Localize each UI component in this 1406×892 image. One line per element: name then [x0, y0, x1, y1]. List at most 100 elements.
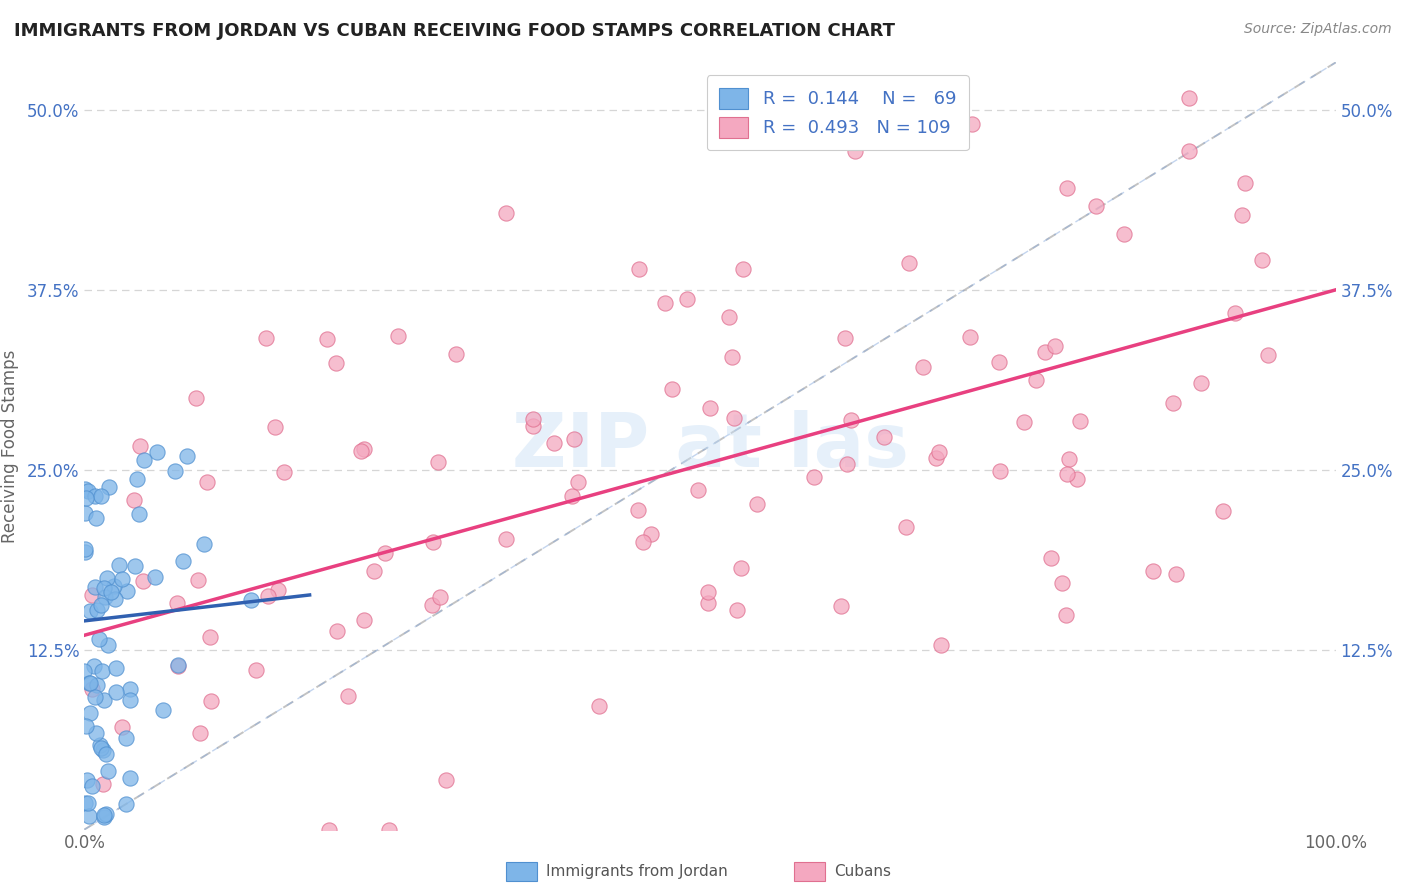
Point	[830, 599, 852, 613]
Point	[167, 657, 190, 672]
Point	[90, 489, 112, 503]
Point	[988, 464, 1011, 478]
Point	[1114, 227, 1136, 241]
Point	[959, 329, 981, 343]
Point	[83, 580, 105, 594]
Point	[127, 472, 149, 486]
Point	[429, 590, 451, 604]
Point	[745, 497, 768, 511]
Point	[1056, 181, 1078, 195]
Point	[844, 144, 866, 158]
Point	[128, 439, 150, 453]
Point	[195, 475, 218, 489]
Point	[167, 659, 190, 673]
Point	[988, 355, 1011, 369]
Point	[1212, 504, 1234, 518]
Point	[166, 596, 188, 610]
Point	[387, 328, 409, 343]
Point	[96, 571, 118, 585]
Point	[263, 420, 285, 434]
Point	[76, 772, 98, 787]
Point	[627, 261, 650, 276]
Point	[267, 583, 290, 598]
Point	[77, 809, 100, 823]
Point	[96, 764, 118, 779]
Point	[94, 591, 117, 605]
Point	[79, 604, 101, 618]
Point	[676, 292, 699, 306]
Point	[108, 558, 131, 572]
Point	[1164, 567, 1187, 582]
Point	[82, 682, 104, 697]
Point	[91, 742, 114, 756]
Point	[93, 692, 115, 706]
Point	[1012, 416, 1035, 430]
Point	[543, 436, 565, 450]
Legend: R =  0.144    N =   69, R =  0.493   N = 109: R = 0.144 N = 69, R = 0.493 N = 109	[707, 75, 969, 151]
Point	[186, 573, 208, 587]
Point	[730, 560, 752, 574]
Point	[93, 581, 115, 595]
Point	[91, 777, 114, 791]
Point	[86, 678, 108, 692]
Point	[93, 810, 115, 824]
Point	[1056, 467, 1078, 482]
Point	[1025, 373, 1047, 387]
Point	[318, 822, 340, 837]
Point	[98, 479, 121, 493]
Point	[924, 450, 946, 465]
Point	[350, 444, 373, 458]
Point	[1251, 253, 1274, 268]
Point	[1257, 348, 1279, 362]
Point	[699, 401, 721, 415]
Point	[640, 527, 662, 541]
Point	[84, 511, 107, 525]
Point	[835, 457, 858, 471]
Point	[73, 507, 96, 521]
Point	[627, 502, 650, 516]
Point	[257, 589, 280, 603]
Point	[90, 740, 112, 755]
Point	[273, 465, 295, 479]
Point	[1085, 198, 1108, 212]
Point	[927, 445, 949, 459]
Point	[84, 726, 107, 740]
Y-axis label: Receiving Food Stamps: Receiving Food Stamps	[0, 350, 18, 542]
Point	[315, 332, 337, 346]
Point	[245, 663, 267, 677]
Point	[104, 591, 127, 606]
Point	[77, 483, 100, 498]
Point	[562, 432, 585, 446]
Point	[82, 779, 104, 793]
Point	[733, 262, 755, 277]
Point	[134, 453, 156, 467]
Point	[336, 689, 359, 703]
Point	[83, 659, 105, 673]
Point	[75, 542, 97, 557]
Point	[172, 554, 194, 568]
Point	[444, 347, 467, 361]
Point	[1230, 208, 1253, 222]
Point	[73, 482, 96, 496]
Point	[1054, 607, 1077, 622]
Point	[128, 507, 150, 521]
Point	[803, 469, 825, 483]
Point	[75, 545, 97, 559]
Point	[75, 491, 97, 505]
Point	[111, 572, 134, 586]
Point	[839, 413, 862, 427]
Point	[378, 822, 401, 837]
Point	[353, 613, 375, 627]
Point	[89, 739, 111, 753]
Point	[1066, 472, 1088, 486]
Point	[686, 483, 709, 497]
Point	[725, 603, 748, 617]
Point	[363, 564, 385, 578]
Point	[114, 731, 136, 745]
Point	[103, 579, 125, 593]
Point	[200, 694, 222, 708]
Point	[118, 693, 141, 707]
Point	[661, 382, 683, 396]
Point	[422, 534, 444, 549]
Point	[97, 638, 120, 652]
